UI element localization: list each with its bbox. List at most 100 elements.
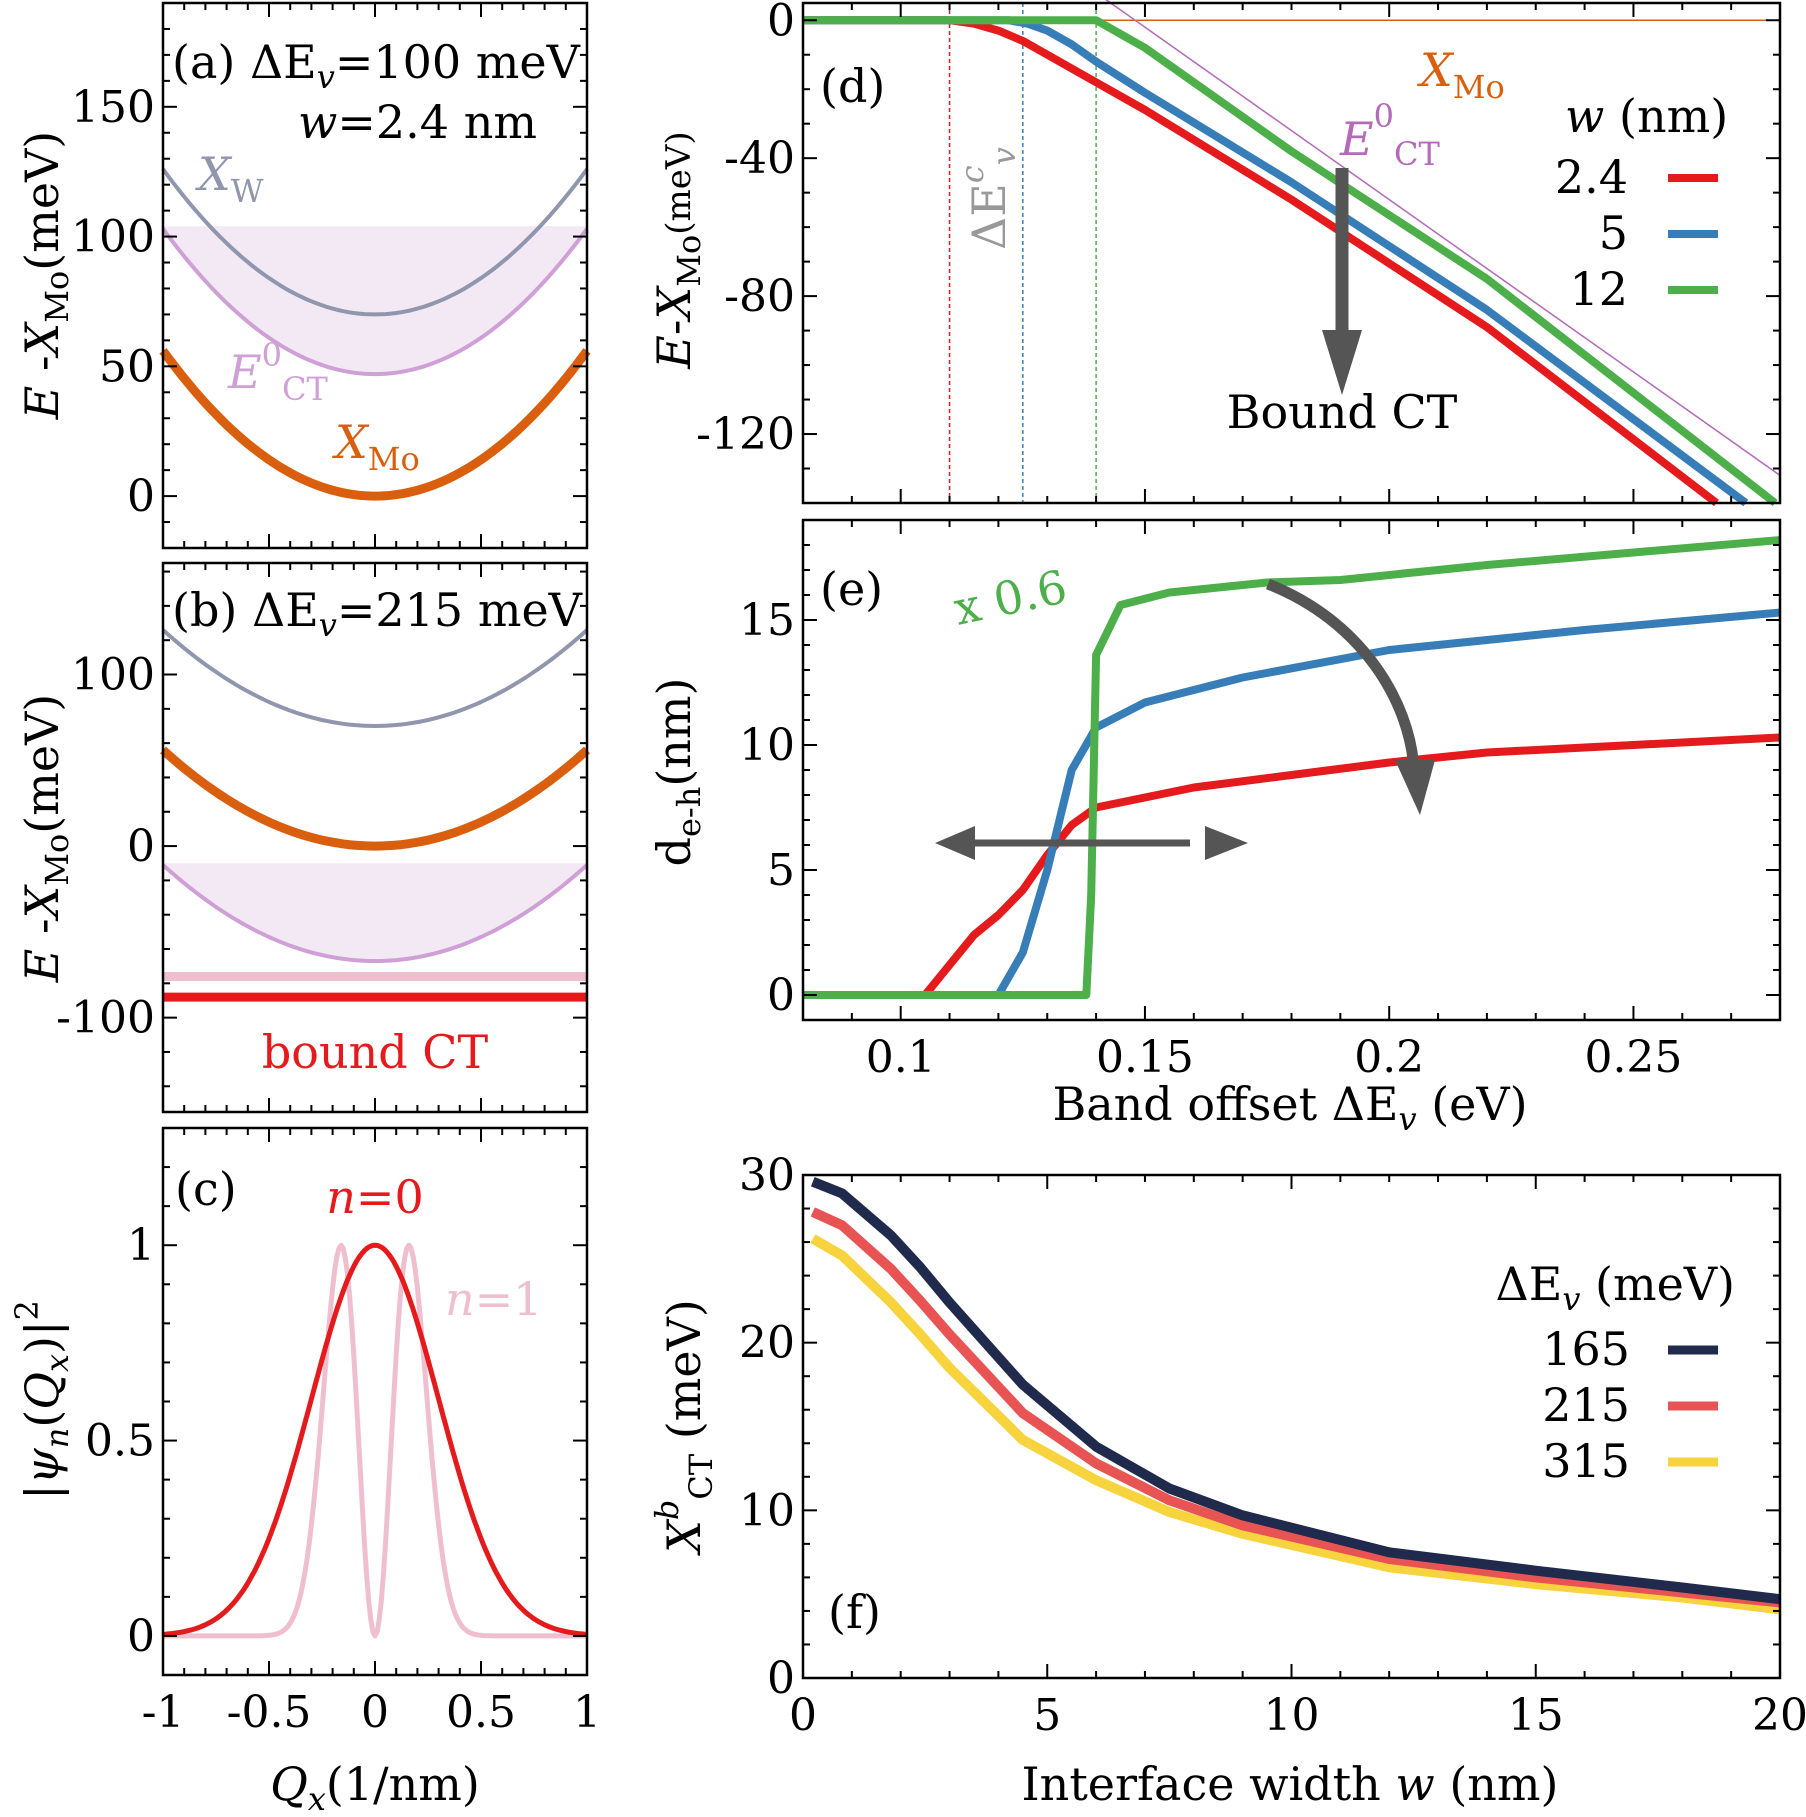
legend-entry-label: 12 bbox=[1569, 262, 1628, 316]
xmo-curve bbox=[160, 746, 590, 851]
y-axis-label: de-h(nm) bbox=[647, 678, 708, 867]
legend-entry-label: 2.4 bbox=[1555, 150, 1628, 204]
y-tick-label: 0 bbox=[127, 471, 155, 522]
y-tick-label: 0 bbox=[767, 970, 795, 1021]
xw-label: XW bbox=[195, 147, 264, 210]
x-tick-label: 15 bbox=[1508, 1690, 1564, 1741]
legend-entry-label: 5 bbox=[1599, 206, 1628, 260]
x-axis-label: Band offset ΔEv (eV) bbox=[1052, 1077, 1527, 1138]
y-tick-label: 0 bbox=[127, 821, 155, 872]
curve-w-5 bbox=[803, 608, 1781, 999]
y-tick-label: -100 bbox=[56, 993, 155, 1044]
legend-entry-label: 315 bbox=[1542, 1434, 1630, 1488]
y-tick-label: 0 bbox=[127, 1611, 155, 1662]
y-axis-label: E -XMo(meV) bbox=[15, 694, 76, 984]
scale-factor-label: x 0.6 bbox=[949, 559, 1071, 635]
bound-ct-label: Bound CT bbox=[1227, 385, 1458, 439]
x-tick-label: 0.2 bbox=[1354, 1032, 1424, 1083]
y-tick-label: 1 bbox=[127, 1220, 155, 1271]
y-tick-label: -120 bbox=[696, 409, 795, 460]
psi-n0-curve bbox=[162, 1242, 588, 1637]
y-tick-label: 50 bbox=[99, 341, 155, 392]
x-tick-label: 0.15 bbox=[1096, 1032, 1194, 1083]
y-tick-label: 150 bbox=[71, 82, 155, 133]
y-axis-label: E-XMo(meV) bbox=[647, 131, 708, 369]
curve-w-12 bbox=[803, 536, 1781, 999]
bound-ct-arrow-head bbox=[1322, 330, 1362, 395]
y-tick-label: -40 bbox=[724, 133, 795, 184]
panel-c: 0 0.5 1 -1 -0.5 0 0.5 1 (c) n=0 n=1 Qx(1/nm) |ψn(Qx)… bbox=[8, 1126, 601, 1817]
ect0-label: E0CT bbox=[227, 336, 328, 408]
curve-dev-215 bbox=[810, 1207, 1781, 1608]
x-tick-label: 10 bbox=[1264, 1690, 1320, 1741]
n0-label: n=0 bbox=[326, 1170, 423, 1224]
width-trend-arrow-head bbox=[1395, 760, 1435, 815]
ect0-curve bbox=[161, 863, 589, 963]
ect0-curve bbox=[161, 227, 589, 377]
x-axis-label: Qx(1/nm) bbox=[270, 1757, 480, 1817]
plot-frame bbox=[801, 1173, 1782, 1680]
ect0-reference-line bbox=[1105, 0, 1781, 477]
x-tick-label: 5 bbox=[1033, 1690, 1061, 1741]
ect0-label: E0CT bbox=[1339, 97, 1440, 173]
threshold-shift-arrow-right-head bbox=[1205, 826, 1248, 860]
panel-d-label: (d) bbox=[820, 59, 885, 113]
y-axis-label: XbCT (meV) bbox=[648, 1299, 720, 1556]
y-tick-label: 10 bbox=[739, 1485, 795, 1536]
x-tick-label: -0.5 bbox=[227, 1687, 312, 1738]
curve-w-2.4 bbox=[803, 733, 1781, 999]
panel-b: -100 0 100 (b) ΔEv=215 meV bound CT E -XMo(me… bbox=[15, 561, 590, 1114]
y-tick-label: 10 bbox=[739, 720, 795, 771]
y-tick-label: -80 bbox=[724, 271, 795, 322]
xmo-label: XMo bbox=[1417, 43, 1505, 106]
panel-e-label: (e) bbox=[820, 562, 883, 616]
panel-b-annotation: (b) ΔEv=215 meV bbox=[172, 583, 583, 644]
xmo-label: XMo bbox=[332, 415, 420, 478]
panel-a-annotation: (a) ΔEv=100 meV bbox=[172, 35, 581, 96]
panel-c-label: (c) bbox=[175, 1162, 237, 1216]
x-tick-label: 0.5 bbox=[446, 1687, 516, 1738]
y-tick-label: 100 bbox=[71, 650, 155, 701]
x-tick-label: 0.1 bbox=[866, 1032, 936, 1083]
y-tick-label: 30 bbox=[739, 1150, 795, 1201]
x-tick-label: 20 bbox=[1752, 1690, 1806, 1741]
legend-title: w (nm) bbox=[1565, 89, 1728, 143]
y-tick-label: 100 bbox=[71, 212, 155, 263]
xmo-curve bbox=[159, 348, 591, 501]
y-tick-label: 0 bbox=[767, 1653, 795, 1704]
xw-curve bbox=[161, 628, 589, 728]
x-tick-label: 0 bbox=[361, 1687, 389, 1738]
xw-curve bbox=[161, 167, 589, 317]
x-tick-label: 0 bbox=[789, 1690, 817, 1741]
legend-title: ΔEv (meV) bbox=[1496, 1257, 1735, 1318]
curve-w-12 bbox=[803, 16, 1778, 507]
y-axis-label: E -XMo(meV) bbox=[15, 131, 76, 421]
y-tick-label: 20 bbox=[739, 1318, 795, 1369]
curve-dev-165 bbox=[810, 1177, 1781, 1605]
bound-ct-label: bound CT bbox=[262, 1025, 489, 1079]
panel-f-label: (f) bbox=[828, 1585, 881, 1639]
width-trend-arrow-shaft bbox=[1265, 578, 1420, 771]
legend-entry-label: 165 bbox=[1542, 1322, 1630, 1376]
legend-entry-label: 215 bbox=[1542, 1378, 1630, 1432]
threshold-label: ΔEcv bbox=[953, 147, 1023, 250]
x-tick-label: -1 bbox=[142, 1687, 185, 1738]
panel-a-annotation-width: w=2.4 nm bbox=[298, 95, 537, 149]
x-tick-label: 1 bbox=[573, 1687, 601, 1738]
y-tick-label: 5 bbox=[767, 845, 795, 896]
curve-dev-315 bbox=[810, 1234, 1781, 1615]
x-axis-label: Interface width w (nm) bbox=[1022, 1757, 1559, 1811]
y-tick-label: 15 bbox=[739, 595, 795, 646]
panel-e: 0 5 10 15 0.1 0.15 0.2 0.25 (e) x 0.6 Band offset … bbox=[647, 518, 1782, 1138]
psi-n1-curve bbox=[162, 1242, 588, 1639]
n1-label: n=1 bbox=[445, 1272, 542, 1326]
y-axis-label: |ψn(Qx)|2 bbox=[8, 1300, 76, 1500]
x-tick-label: 0.25 bbox=[1584, 1032, 1682, 1083]
threshold-shift-arrow-left-head bbox=[935, 826, 975, 860]
y-tick-label: 0.5 bbox=[85, 1416, 155, 1467]
y-tick-label: 0 bbox=[767, 0, 795, 46]
